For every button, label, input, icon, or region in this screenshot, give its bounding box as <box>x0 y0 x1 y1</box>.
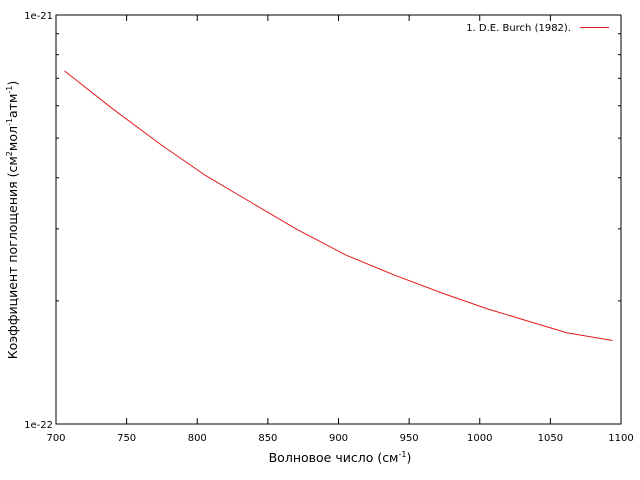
y-axis-title-main: Коэффициент поглощения (см <box>5 156 20 359</box>
x-axis-title-sup: -1 <box>399 450 407 459</box>
x-axis: 700 750 800 850 900 950 1000 1050 1100 <box>46 15 634 444</box>
x-axis-title: Волновое число (см-1) <box>269 450 412 465</box>
x-tick-label: 750 <box>117 433 136 444</box>
y-axis: 1e-22 1e-21 <box>24 11 621 431</box>
y-axis-title: Коэффициент поглощения (см2мол-1атм-1) <box>5 81 20 360</box>
y-axis-title-sup3: -1 <box>5 86 14 94</box>
y-axis-title-mid1: мол <box>5 126 20 151</box>
x-tick-label: 1100 <box>608 433 633 444</box>
x-tick-label: 850 <box>258 433 277 444</box>
x-tick-label: 800 <box>188 433 207 444</box>
plot-frame <box>55 14 622 425</box>
y-axis-title-end: ) <box>5 81 20 86</box>
legend: 1. D.E. Burch (1982). <box>466 23 609 34</box>
y-axis-title-sup1: 2 <box>5 151 14 156</box>
y-axis-title-sup2: -1 <box>5 118 14 126</box>
y-axis-title-mid2: атм <box>5 94 20 118</box>
series-layer <box>64 70 613 341</box>
x-tick-label: 950 <box>400 433 419 444</box>
x-axis-title-end: ) <box>406 450 411 465</box>
legend-label: 1. D.E. Burch (1982). <box>466 23 571 34</box>
x-tick-label: 1000 <box>467 433 492 444</box>
x-tick-label: 700 <box>46 433 65 444</box>
x-axis-title-main: Волновое число (см <box>269 450 399 465</box>
x-tick-label: 1050 <box>538 433 563 444</box>
y-tick-label: 1e-22 <box>24 420 53 431</box>
y-tick-label: 1e-21 <box>24 11 53 22</box>
series-line <box>64 70 613 341</box>
x-tick-label: 900 <box>329 433 348 444</box>
